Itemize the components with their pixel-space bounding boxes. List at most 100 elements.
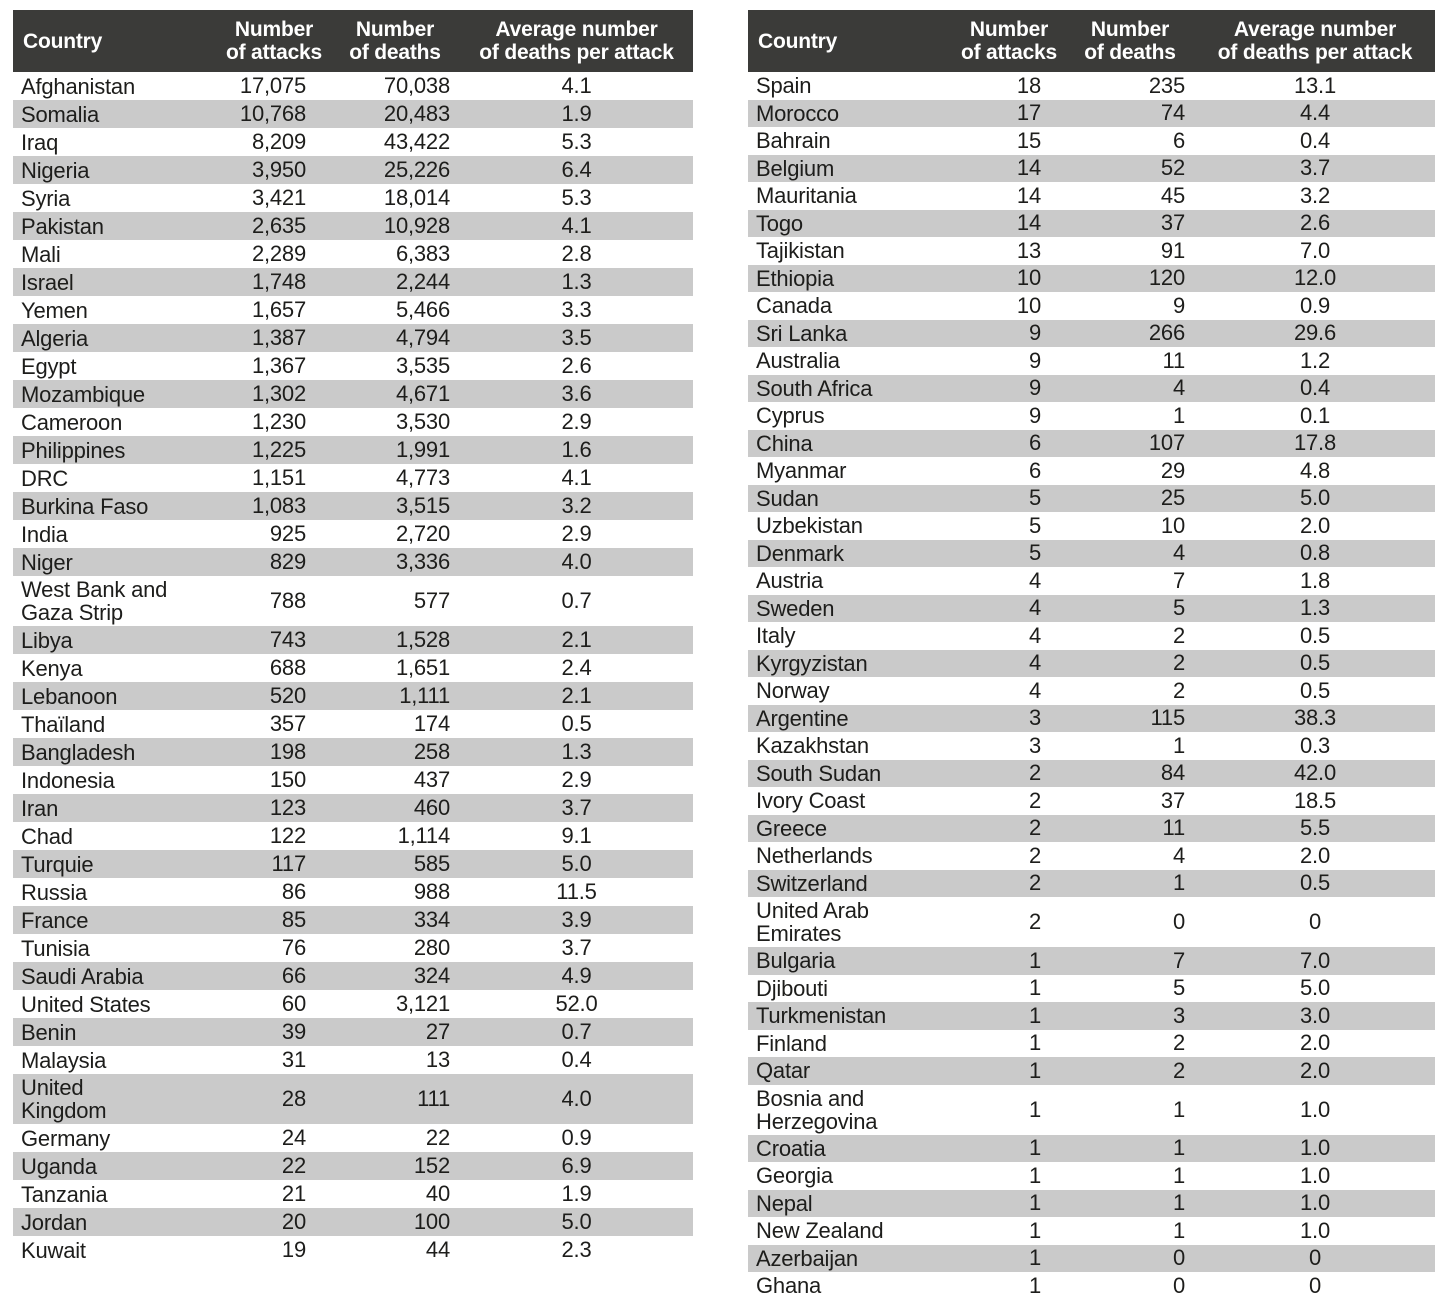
country-cell: Malaysia <box>21 1047 107 1073</box>
table-row: Belgium 14 52 3.7 <box>748 154 1435 182</box>
avg-deaths-per-attack-cell: 9.1 <box>561 823 592 848</box>
column-header-label: Country <box>758 29 838 53</box>
country-cell: Georgia <box>756 1163 833 1189</box>
table-row: Thaïland 357 174 0.5 <box>13 710 693 738</box>
table-row: Finland 1 2 2.0 <box>748 1029 1435 1057</box>
avg-deaths-per-attack-cell: 2.6 <box>1300 210 1330 236</box>
avg-deaths-per-attack-cell: 3.7 <box>561 935 592 960</box>
country-cell: Israel <box>21 269 74 295</box>
avg-deaths-per-attack-cell: 0.4 <box>1300 375 1330 401</box>
country-cell: Bahrain <box>756 128 831 154</box>
table-row: Algeria 1,387 4,794 3.5 <box>13 324 693 352</box>
table-row: United Kingdom 28 111 4.0 <box>13 1074 693 1124</box>
attacks-cell: 1 <box>1028 1002 1041 1028</box>
table-row: Qatar 1 2 2.0 <box>748 1057 1435 1085</box>
deaths-cell: 13 <box>425 1047 450 1072</box>
avg-deaths-per-attack-cell: 0.5 <box>1300 650 1330 676</box>
deaths-cell: 4,794 <box>395 325 450 350</box>
attacks-cell: 2 <box>1028 787 1041 813</box>
attacks-cell: 3,421 <box>251 185 306 210</box>
table-row: Bosnia and Herzegovina 1 1 1.0 <box>748 1084 1435 1135</box>
deaths-cell: 27 <box>425 1019 450 1044</box>
country-cell: Kazakhstan <box>756 733 869 759</box>
country-cell: Djibouti <box>756 975 828 1001</box>
deaths-cell: 44 <box>425 1237 450 1262</box>
avg-deaths-per-attack-cell: 3.2 <box>561 493 592 518</box>
country-cell: West Bank and Gaza Strip <box>21 577 168 625</box>
deaths-cell: 1,651 <box>395 655 450 680</box>
avg-deaths-per-attack-cell: 0.7 <box>561 588 592 613</box>
deaths-cell: 585 <box>413 851 450 876</box>
country-cell: Cameroon <box>21 409 123 435</box>
attacks-cell: 2,635 <box>251 213 306 238</box>
avg-deaths-per-attack-cell: 4.4 <box>1300 100 1330 126</box>
deaths-cell: 577 <box>413 588 450 613</box>
table-row: Bahrain 15 6 0.4 <box>748 127 1435 155</box>
deaths-cell: 11 <box>1162 815 1186 841</box>
country-cell: United States <box>21 991 151 1017</box>
country-cell: Afghanistan <box>21 73 135 99</box>
column-header-2: Number of deaths <box>1065 10 1195 72</box>
deaths-cell: 18,014 <box>383 185 450 210</box>
deaths-cell: 174 <box>413 711 450 736</box>
avg-deaths-per-attack-cell: 4.9 <box>561 963 592 988</box>
table-row: Egypt 1,367 3,535 2.6 <box>13 352 693 380</box>
deaths-cell: 5 <box>1172 975 1185 1001</box>
table-row: Kazakhstan 3 1 0.3 <box>748 732 1435 760</box>
country-cell: Algeria <box>21 325 89 351</box>
country-cell: Somalia <box>21 101 100 127</box>
avg-deaths-per-attack-cell: 2.9 <box>561 767 592 792</box>
table-row: Turkmenistan 1 3 3.0 <box>748 1002 1435 1030</box>
deaths-cell: 115 <box>1150 705 1186 731</box>
country-cell: South Africa <box>756 375 873 401</box>
country-cell: Italy <box>756 623 796 649</box>
attacks-cell: 8,209 <box>251 129 306 154</box>
deaths-cell: 5,466 <box>395 297 450 322</box>
country-cell: Kyrgyzistan <box>756 650 868 676</box>
deaths-cell: 111 <box>417 1086 450 1111</box>
deaths-cell: 10,928 <box>383 213 450 238</box>
deaths-cell: 4 <box>1172 842 1185 868</box>
country-cell: India <box>21 521 68 547</box>
avg-deaths-per-attack-cell: 5.0 <box>561 1209 592 1234</box>
deaths-cell: 52 <box>1160 155 1185 181</box>
deaths-cell: 258 <box>413 739 450 764</box>
attacks-cell: 17,075 <box>239 73 306 98</box>
attacks-cell: 3 <box>1028 732 1041 758</box>
avg-deaths-per-attack-cell: 1.0 <box>1300 1096 1330 1122</box>
avg-deaths-per-attack-cell: 5.0 <box>1300 975 1330 1001</box>
avg-deaths-per-attack-cell: 3.9 <box>561 907 592 932</box>
table-row: India 925 2,720 2.9 <box>13 520 693 548</box>
attacks-cell: 60 <box>281 991 306 1016</box>
country-cell: Qatar <box>756 1058 811 1084</box>
avg-deaths-per-attack-cell: 2.1 <box>561 683 592 708</box>
column-header-label: Number of deaths <box>349 18 441 64</box>
avg-deaths-per-attack-cell: 17.8 <box>1293 430 1337 456</box>
deaths-cell: 1 <box>1172 1190 1185 1216</box>
country-attacks-table-right: Country Number of attacks Number of deaths… <box>748 10 1435 1300</box>
deaths-cell: 0 <box>1172 909 1185 934</box>
attacks-cell: 4 <box>1028 567 1041 593</box>
table-row: Australia 9 11 1.2 <box>748 347 1435 375</box>
deaths-cell: 7 <box>1172 567 1185 593</box>
deaths-cell: 4,671 <box>395 381 450 406</box>
deaths-cell: 1 <box>1172 732 1185 758</box>
attacks-cell: 4 <box>1028 595 1041 621</box>
table-row: Tanzania 21 40 1.9 <box>13 1180 693 1208</box>
table-row: Morocco 17 74 4.4 <box>748 99 1435 127</box>
country-cell: New Zealand <box>756 1218 884 1244</box>
table-row: France 85 334 3.9 <box>13 906 693 934</box>
table-row: Somalia 10,768 20,483 1.9 <box>13 100 693 128</box>
table-row: Mozambique 1,302 4,671 3.6 <box>13 380 693 408</box>
attacks-cell: 117 <box>271 851 307 876</box>
avg-deaths-per-attack-cell: 1.2 <box>1300 347 1330 373</box>
deaths-cell: 11 <box>1162 347 1186 373</box>
avg-deaths-per-attack-cell: 3.3 <box>561 297 592 322</box>
attacks-cell: 1,367 <box>251 353 306 378</box>
table-row: Denmark 5 4 0.8 <box>748 539 1435 567</box>
country-cell: Australia <box>756 348 840 374</box>
country-cell: Tunisia <box>21 935 90 961</box>
deaths-cell: 45 <box>1160 182 1185 208</box>
table-row: Togo 14 37 2.6 <box>748 209 1435 237</box>
deaths-cell: 3,121 <box>395 991 450 1016</box>
